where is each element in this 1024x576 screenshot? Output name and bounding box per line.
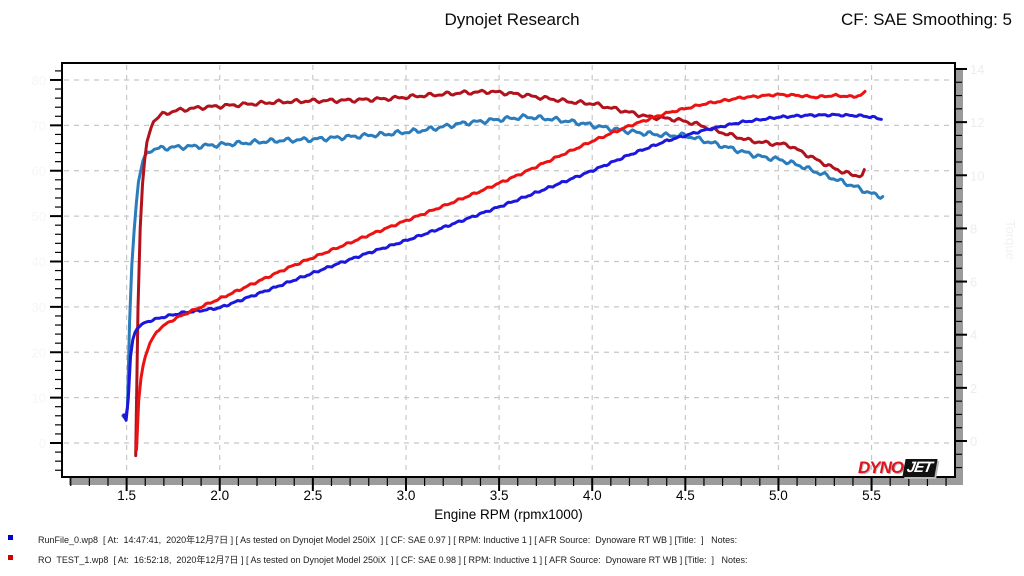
x-tick-labels: 1.5 2.0 2.5 3.0 3.5 4.0 4.5 5.0 5.5 Engine RPM (r… xyxy=(117,488,881,522)
dyno-curves xyxy=(121,88,885,458)
svg-text:0: 0 xyxy=(970,434,977,449)
svg-text:6: 6 xyxy=(970,275,977,290)
svg-text:0: 0 xyxy=(39,436,46,451)
curve-rotest1-power xyxy=(135,89,867,452)
page-title: Dynojet Research xyxy=(444,10,580,29)
svg-text:8: 8 xyxy=(970,221,977,236)
svg-text:40: 40 xyxy=(32,254,46,269)
gridlines xyxy=(64,65,953,475)
faint-axis-labels: 0 10 20 30 40 50 60 70 80 0 2 4 6 8 10 12 14 Torque xyxy=(32,62,1018,451)
svg-text:60: 60 xyxy=(32,164,46,179)
svg-text:80: 80 xyxy=(32,73,46,88)
svg-text:3.5: 3.5 xyxy=(490,488,509,503)
x-axis-title: Engine RPM (rpmx1000) xyxy=(434,507,583,522)
plot-frame xyxy=(61,62,956,478)
svg-text:20: 20 xyxy=(32,345,46,360)
curve-runfile0-power xyxy=(122,112,883,422)
run1-label: RunFile_0.wp8 [ At: 14:47:41, 2020年12月7日… xyxy=(38,535,738,545)
run1-marker xyxy=(8,535,13,540)
svg-text:30: 30 xyxy=(32,300,46,315)
right-axis-ticks xyxy=(955,67,967,469)
legend-run-1: RunFile_0.wp8 [ At: 14:47:41, 2020年12月7日… xyxy=(0,533,1024,545)
dynojet-logo-dyno-text: DYNO xyxy=(858,458,904,477)
svg-text:50: 50 xyxy=(32,209,46,224)
run2-label: RO TEST_1.wp8 [ At: 16:52:18, 2020年12月7日… xyxy=(38,555,748,565)
dynojet-logo-jet-text: JET xyxy=(902,458,938,477)
svg-text:5.0: 5.0 xyxy=(769,488,788,503)
svg-text:4.0: 4.0 xyxy=(583,488,602,503)
x-axis-ticks xyxy=(70,477,947,491)
curve-rotest1-torque xyxy=(134,88,866,458)
svg-text:12: 12 xyxy=(970,115,984,130)
run2-marker xyxy=(8,555,13,560)
svg-text:70: 70 xyxy=(32,118,46,133)
svg-text:14: 14 xyxy=(970,62,984,77)
svg-text:10: 10 xyxy=(32,391,46,406)
plot-frame-shadow xyxy=(62,63,963,485)
cf-smoothing-label: CF: SAE Smoothing: 5 xyxy=(840,10,1012,29)
left-axis-ticks xyxy=(50,70,62,471)
svg-text:3.0: 3.0 xyxy=(397,488,416,503)
svg-text:4: 4 xyxy=(970,328,977,343)
legend-run-2: RO TEST_1.wp8 [ At: 16:52:18, 2020年12月7日… xyxy=(0,553,1024,565)
svg-text:2: 2 xyxy=(970,381,977,396)
right-axis-title: Torque xyxy=(1003,220,1018,260)
svg-text:2.5: 2.5 xyxy=(303,488,322,503)
curve-runfile0-torque xyxy=(121,113,885,420)
svg-text:2.0: 2.0 xyxy=(210,488,229,503)
svg-text:4.5: 4.5 xyxy=(676,488,695,503)
svg-text:5.5: 5.5 xyxy=(862,488,881,503)
dynojet-logo: DYNO JET xyxy=(858,458,938,477)
svg-text:1.5: 1.5 xyxy=(117,488,136,503)
svg-text:10: 10 xyxy=(970,168,984,183)
